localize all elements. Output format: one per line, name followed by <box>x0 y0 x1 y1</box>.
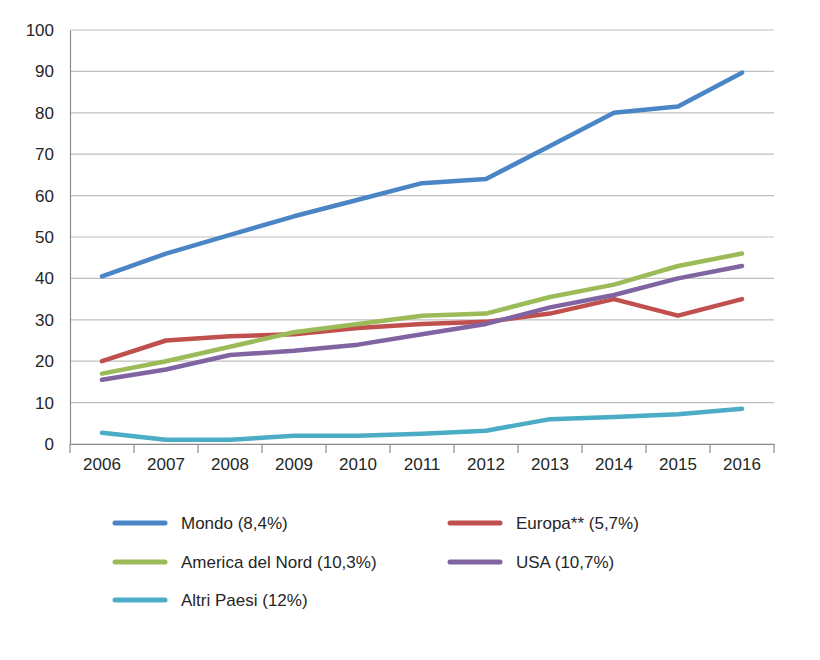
grid-line <box>70 236 774 237</box>
grid-line <box>70 402 774 403</box>
x-tick-label: 2011 <box>404 455 441 474</box>
x-tick-label: 2013 <box>531 455 569 474</box>
grid-line <box>70 154 774 155</box>
y-tick-label: 10 <box>35 394 54 413</box>
legend-swatch <box>450 521 500 526</box>
x-tick-label: 2009 <box>275 455 313 474</box>
grid-line <box>70 112 774 113</box>
chart: 0102030405060708090100200620072008200920… <box>0 0 820 660</box>
x-axis-line <box>71 444 775 445</box>
x-tick: 2015 <box>659 444 697 474</box>
legend: Mondo (8,4%) Europa** (5,7%) America del N… <box>115 514 639 610</box>
x-axis: 2006 2007 2008 2009 2010 2011 2012 2013 2014 2015… <box>71 444 775 474</box>
series-line <box>102 254 742 374</box>
legend-swatch <box>450 560 500 565</box>
legend-swatch <box>115 560 165 565</box>
x-tick-label: 2006 <box>83 455 121 474</box>
series-line <box>102 409 742 440</box>
y-tick-label: 90 <box>35 62 54 81</box>
x-divider <box>197 444 198 453</box>
x-tick: 2012 <box>467 444 505 474</box>
y-tick: 0 <box>45 435 70 454</box>
grid <box>70 30 774 444</box>
legend-label: Europa** (5,7%) <box>516 514 639 533</box>
x-tick-label: 2008 <box>211 455 249 474</box>
series-line <box>102 266 742 380</box>
y-tick-label: 40 <box>35 269 54 288</box>
y-tick-label: 80 <box>35 104 54 123</box>
legend-label: Mondo (8,4%) <box>181 514 288 533</box>
y-tick: 50 <box>35 228 70 247</box>
x-tick-label: 2016 <box>723 455 761 474</box>
x-tick: 2010 <box>339 444 377 474</box>
y-axis: 0 10 20 30 40 50 60 70 80 90 100 <box>26 21 71 454</box>
x-tick-label: 2010 <box>339 455 377 474</box>
legend-label: America del Nord (10,3%) <box>181 553 377 572</box>
legend-label: Altri Paesi (12%) <box>181 591 308 610</box>
grid-line <box>70 195 774 196</box>
x-tick: 2009 <box>275 444 313 474</box>
x-tick: 2013 <box>531 444 569 474</box>
x-divider <box>133 444 134 453</box>
y-tick: 70 <box>35 145 70 164</box>
x-divider <box>325 444 326 453</box>
x-divider <box>581 444 582 453</box>
x-divider <box>773 444 774 453</box>
y-tick: 60 <box>35 187 70 206</box>
legend-item: USA (10,7%) <box>450 553 614 572</box>
y-tick: 30 <box>35 311 70 330</box>
legend-label: USA (10,7%) <box>516 553 614 572</box>
x-divider <box>69 444 70 453</box>
legend-item: Altri Paesi (12%) <box>115 591 308 610</box>
grid-line <box>70 71 774 72</box>
x-tick-label: 2014 <box>595 455 633 474</box>
x-tick: 2006 <box>83 444 121 474</box>
y-tick-label: 60 <box>35 187 54 206</box>
y-tick-label: 20 <box>35 352 54 371</box>
legend-item: Mondo (8,4%) <box>115 514 288 533</box>
legend-item: Europa** (5,7%) <box>450 514 639 533</box>
legend-swatch <box>115 521 165 526</box>
y-tick-label: 0 <box>45 435 54 454</box>
y-tick: 20 <box>35 352 70 371</box>
x-tick: 2007 <box>147 444 185 474</box>
x-divider <box>389 444 390 453</box>
y-tick: 40 <box>35 269 70 288</box>
y-tick: 10 <box>35 394 70 413</box>
grid-line <box>70 29 774 30</box>
y-tick-label: 100 <box>26 21 54 40</box>
x-tick-label: 2015 <box>659 455 697 474</box>
x-tick: 2016 <box>723 444 761 474</box>
y-tick: 100 <box>26 21 70 40</box>
y-tick-label: 70 <box>35 145 54 164</box>
y-axis-line <box>70 31 71 445</box>
x-divider <box>645 444 646 453</box>
y-tick: 90 <box>35 62 70 81</box>
x-divider <box>709 444 710 453</box>
grid-line <box>70 319 774 320</box>
x-tick: 2014 <box>595 444 633 474</box>
y-tick: 80 <box>35 104 70 123</box>
y-tick-label: 50 <box>35 228 54 247</box>
x-divider <box>453 444 454 453</box>
x-tick-label: 2012 <box>467 455 505 474</box>
x-tick-label: 2007 <box>147 455 185 474</box>
y-tick-label: 30 <box>35 311 54 330</box>
x-divider <box>261 444 262 453</box>
series-line <box>102 73 742 277</box>
x-divider <box>517 444 518 453</box>
legend-item: America del Nord (10,3%) <box>115 553 377 572</box>
x-tick: 2011 <box>404 444 441 474</box>
grid-line <box>70 443 774 444</box>
x-dividers <box>70 444 774 453</box>
x-tick: 2008 <box>211 444 249 474</box>
lines <box>102 73 742 440</box>
legend-swatch <box>115 598 165 603</box>
